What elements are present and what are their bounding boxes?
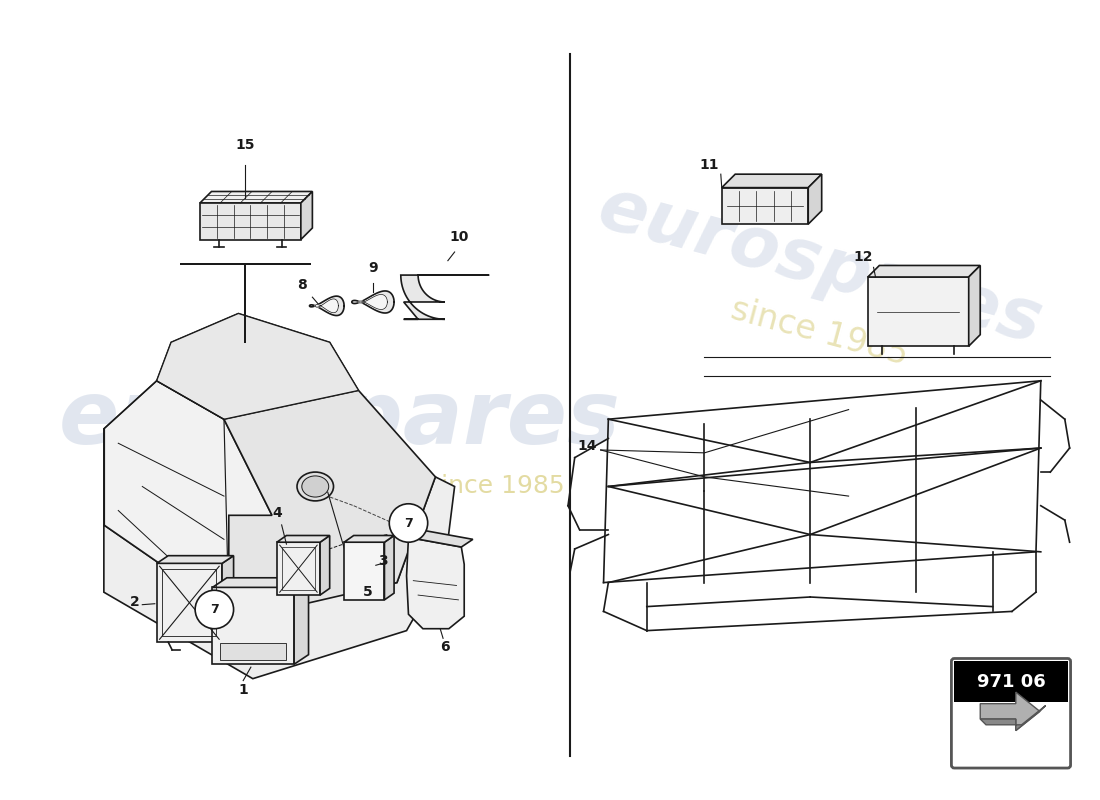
Text: since 1985: since 1985 bbox=[727, 294, 912, 372]
Polygon shape bbox=[309, 296, 344, 315]
Polygon shape bbox=[222, 556, 233, 642]
Polygon shape bbox=[344, 542, 385, 600]
Polygon shape bbox=[156, 314, 359, 419]
Text: 8: 8 bbox=[297, 278, 307, 292]
Text: 9: 9 bbox=[368, 261, 377, 275]
Polygon shape bbox=[277, 542, 320, 595]
Polygon shape bbox=[407, 538, 464, 629]
Polygon shape bbox=[359, 294, 387, 310]
Circle shape bbox=[195, 590, 233, 629]
Text: 10: 10 bbox=[450, 230, 469, 244]
Polygon shape bbox=[385, 535, 394, 600]
Text: 15: 15 bbox=[235, 138, 255, 152]
Polygon shape bbox=[156, 314, 359, 419]
Polygon shape bbox=[868, 277, 969, 346]
Bar bbox=[955, 662, 1068, 702]
Ellipse shape bbox=[301, 476, 329, 497]
Text: 2: 2 bbox=[130, 594, 140, 609]
Text: 6: 6 bbox=[440, 640, 450, 654]
Text: 11: 11 bbox=[700, 158, 719, 172]
Text: 14: 14 bbox=[578, 439, 597, 453]
Polygon shape bbox=[200, 191, 312, 203]
Polygon shape bbox=[103, 477, 454, 678]
Text: eurospares: eurospares bbox=[591, 173, 1049, 358]
Polygon shape bbox=[408, 530, 473, 547]
Text: 4: 4 bbox=[272, 506, 282, 520]
Text: eurospares: eurospares bbox=[58, 376, 620, 462]
Polygon shape bbox=[103, 381, 272, 611]
Text: 12: 12 bbox=[854, 250, 872, 263]
Polygon shape bbox=[212, 587, 294, 664]
Text: 3: 3 bbox=[377, 554, 387, 569]
Polygon shape bbox=[200, 203, 301, 239]
Ellipse shape bbox=[297, 472, 333, 501]
Polygon shape bbox=[808, 174, 822, 224]
Polygon shape bbox=[301, 191, 312, 239]
Polygon shape bbox=[868, 266, 980, 277]
Polygon shape bbox=[400, 275, 490, 319]
Polygon shape bbox=[722, 174, 822, 188]
Polygon shape bbox=[320, 535, 330, 595]
Polygon shape bbox=[156, 563, 222, 642]
Circle shape bbox=[389, 504, 428, 542]
Text: 5: 5 bbox=[363, 585, 373, 599]
Text: 1: 1 bbox=[239, 683, 249, 698]
Polygon shape bbox=[344, 535, 394, 542]
Polygon shape bbox=[156, 556, 233, 563]
Text: a passion for it... since 1985: a passion for it... since 1985 bbox=[210, 474, 564, 498]
Text: 7: 7 bbox=[210, 603, 219, 616]
FancyBboxPatch shape bbox=[952, 658, 1070, 768]
Polygon shape bbox=[212, 578, 308, 587]
Text: 971 06: 971 06 bbox=[977, 673, 1045, 690]
Polygon shape bbox=[980, 706, 1046, 730]
Polygon shape bbox=[294, 578, 308, 664]
Polygon shape bbox=[224, 390, 436, 611]
Polygon shape bbox=[980, 692, 1040, 730]
Polygon shape bbox=[722, 188, 808, 224]
Polygon shape bbox=[277, 535, 330, 542]
Text: 7: 7 bbox=[404, 517, 412, 530]
Polygon shape bbox=[969, 266, 980, 346]
Polygon shape bbox=[352, 291, 394, 313]
Polygon shape bbox=[316, 299, 339, 313]
Bar bbox=[220, 643, 286, 661]
